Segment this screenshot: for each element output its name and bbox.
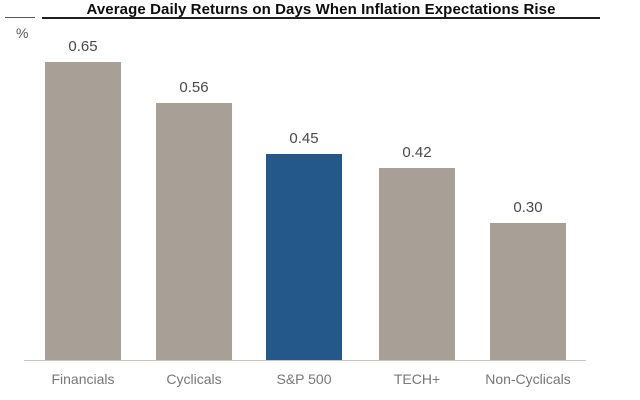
bar [156,103,232,361]
bar [379,168,455,361]
bar-value-label: 0.56 [179,79,209,96]
x-axis-category-label: S&P 500 [276,371,332,387]
bar-value-label: 0.45 [289,130,319,147]
bar-group: 0.30 Non-Cyclicals [485,0,571,400]
x-axis-category-label: Non-Cyclicals [485,371,571,387]
x-axis-line [24,360,586,361]
bar-value-label: 0.30 [513,199,543,216]
chart-title: Average Daily Returns on Days When Infla… [86,1,556,18]
bar-value-label: 0.65 [68,38,98,55]
x-axis-category-label: Cyclicals [166,371,222,387]
x-axis-category-label: TECH+ [393,371,441,387]
bar [45,62,121,361]
bar-group: 0.56 Cyclicals [156,0,232,400]
bar [266,154,342,361]
bar-group: 0.42 TECH+ [379,0,455,400]
title-underline [42,17,600,19]
bar-group: 0.45 S&P 500 [266,0,342,400]
x-axis-category-label: Financials [51,371,115,387]
y-axis-unit-label: % [16,25,29,41]
bar [490,223,566,361]
bar-group: 0.65 Financials [45,0,121,400]
bar-value-label: 0.42 [402,144,432,161]
unit-divider-line [5,17,35,18]
